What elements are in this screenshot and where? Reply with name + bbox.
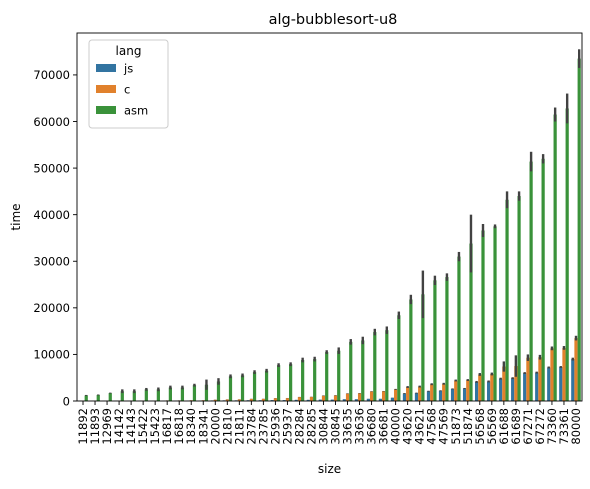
bar-c-80000 [574,338,577,401]
bar-asm-67272 [542,159,545,401]
bar-c-36680 [370,391,373,401]
bar-asm-40000 [397,315,400,401]
bar-c-47569 [442,384,445,401]
bar-asm-56569 [493,226,496,401]
legend-label-c: c [124,83,130,97]
bar-c-36681 [382,391,385,401]
bar-asm-21811 [241,375,244,401]
y-axis-label: time [9,203,23,230]
bar-c-30844 [322,396,325,401]
bar-asm-43620 [409,299,412,401]
bar-asm-12969 [109,393,112,401]
bar-asm-33635 [349,342,352,401]
bar-asm-11893 [97,395,100,401]
legend: lang js c asm [89,40,168,128]
bar-js-56569 [487,381,490,401]
bar-js-51873 [451,389,454,401]
bar-c-67271 [526,358,529,401]
bar-c-73361 [562,348,565,401]
bar-asm-73360 [554,115,557,401]
bar-asm-16818 [181,387,184,401]
bar-asm-33636 [361,340,364,401]
bar-js-56568 [475,382,478,401]
bar-c-56568 [478,374,481,401]
bar-asm-80000 [578,59,581,401]
y-tick-label: 40000 [33,208,70,222]
bar-c-56569 [490,374,493,401]
bar-js-43621 [415,393,418,401]
bar-asm-30844 [325,352,328,401]
bar-c-43620 [406,387,409,401]
y-axis: 0 10000 20000 30000 40000 50000 60000 70000 [33,68,77,408]
bar-js-47568 [427,391,430,401]
bar-asm-15422 [145,389,148,401]
bar-asm-16817 [169,387,172,401]
bar-c-43621 [418,387,421,401]
y-tick-label: 10000 [33,348,70,362]
bar-asm-51873 [457,257,460,401]
bar-js-43620 [403,394,406,401]
bar-asm-21810 [229,376,232,401]
bar-c-51874 [466,380,469,401]
bar-js-47569 [439,391,442,401]
x-axis: 1189211893129691414214143154221542316817… [76,401,583,445]
bar-asm-56568 [481,231,484,401]
legend-title: lang [116,44,142,58]
bar-asm-25936 [277,365,280,401]
bar-asm-36681 [385,330,388,401]
y-tick-label: 50000 [33,161,70,175]
bar-asm-47569 [445,277,448,401]
bar-c-47568 [430,384,433,401]
legend-swatch-c [96,85,116,93]
bar-js-73360 [547,367,550,401]
bar-asm-30845 [337,351,340,401]
bar-asm-23784 [253,372,256,401]
bar-c-28285 [310,397,313,401]
bar-js-80000 [571,359,574,401]
bar-js-67272 [535,373,538,401]
bar-asm-28285 [313,359,316,401]
y-tick-label: 70000 [33,68,70,82]
bar-asm-67271 [530,162,533,401]
chart-title: alg-bubblesort-u8 [269,12,398,28]
bar-c-61688 [502,367,505,401]
bar-c-33636 [358,393,361,401]
x-tick-label: 80000 [569,408,583,445]
bar-asm-18340 [193,385,196,401]
bar-js-67271 [523,373,526,401]
legend-swatch-js [96,64,116,72]
bar-c-33635 [346,394,349,401]
y-tick-label: 60000 [33,115,70,129]
bar-c-30845 [334,395,337,401]
bar-asm-61689 [517,196,520,401]
bar-asm-23785 [265,371,268,401]
x-axis-label: size [318,462,341,476]
bar-c-51873 [454,381,457,402]
bar-c-67272 [538,357,541,401]
bar-asm-25937 [289,364,292,401]
bar-js-40000 [391,398,394,401]
bar-js-51874 [463,388,466,401]
bar-asm-28284 [301,360,304,401]
bar-js-73361 [559,367,562,401]
bar-c-40000 [394,389,397,401]
y-tick-label: 20000 [33,301,70,315]
bar-asm-36680 [373,332,376,401]
bar-asm-61688 [505,200,508,401]
legend-swatch-asm [96,106,116,114]
legend-label-js: js [123,62,133,76]
y-tick-label: 30000 [33,255,70,269]
bar-asm-47568 [433,280,436,401]
bar-js-61688 [499,379,502,401]
y-tick-label: 0 [63,394,70,408]
bar-c-28284 [298,397,301,401]
bar-c-73360 [550,348,553,401]
legend-label-asm: asm [124,104,148,118]
bar-js-61689 [511,378,514,401]
bar-asm-73361 [566,108,569,401]
bar-asm-11892 [85,395,88,401]
